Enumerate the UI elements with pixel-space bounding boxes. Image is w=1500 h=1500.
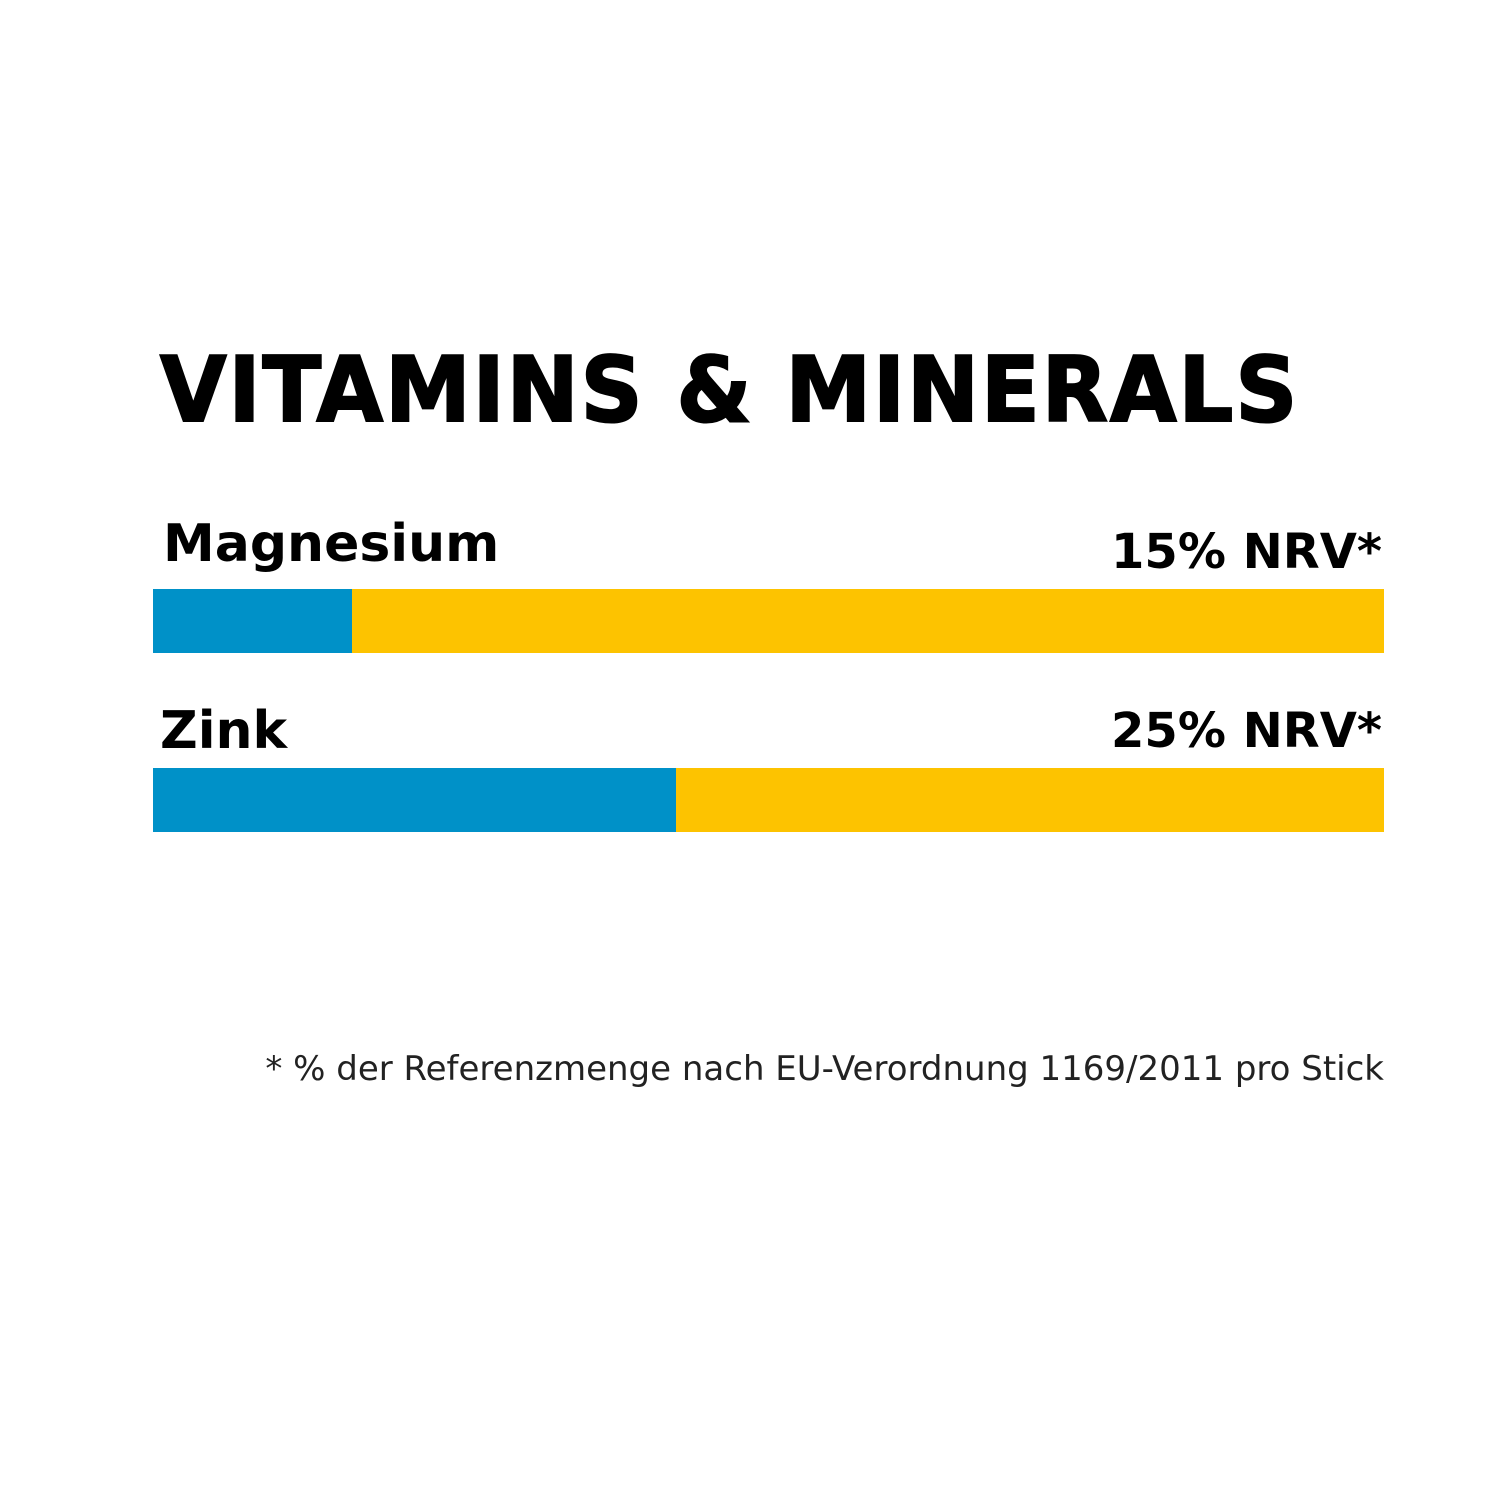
bar-fill-magnesium: [153, 589, 353, 653]
chart-title: VITAMINS & MINERALS: [159, 337, 1300, 444]
row-value-magnesium: 15% NRV*: [1111, 524, 1382, 580]
bar-zink: [153, 768, 1384, 832]
footnote: * % der Referenzmenge nach EU-Verordnung…: [265, 1049, 1384, 1089]
bar-magnesium: [153, 589, 1384, 653]
row-label-zink: Zink: [160, 701, 288, 761]
bar-fill-zink: [153, 768, 677, 832]
bar-track-magnesium: [153, 589, 1384, 653]
row-label-magnesium: Magnesium: [163, 514, 500, 574]
row-value-zink: 25% NRV*: [1111, 703, 1382, 759]
